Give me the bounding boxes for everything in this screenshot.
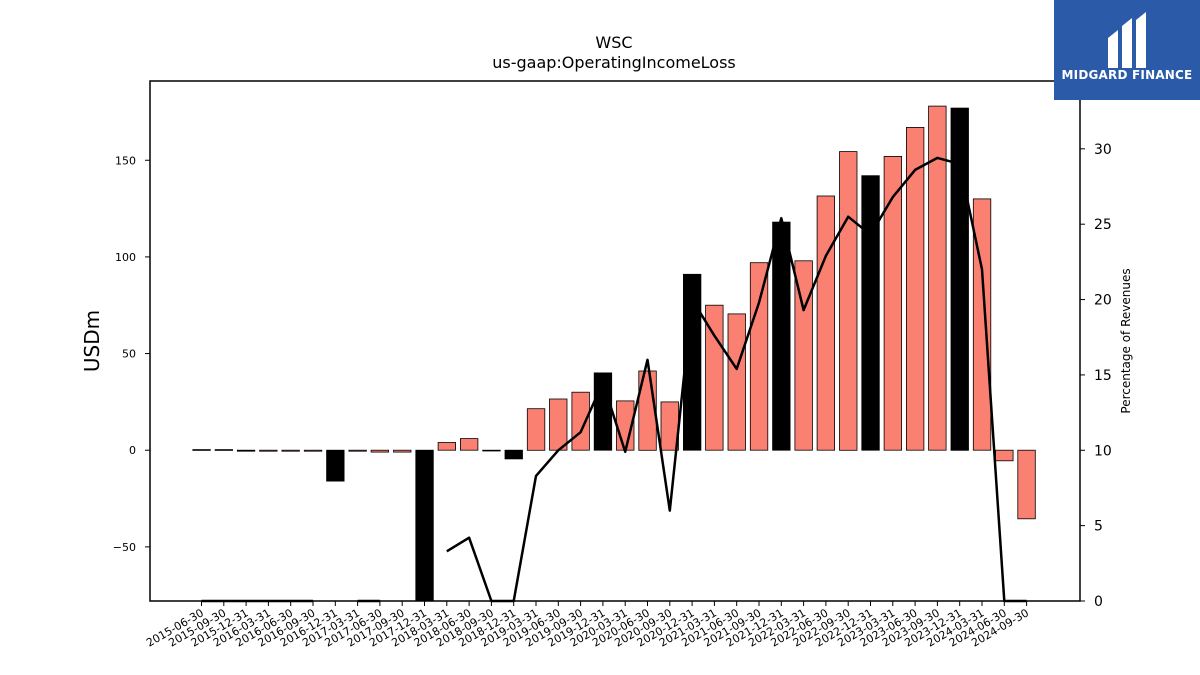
bar-2019-03-31 xyxy=(526,408,546,451)
y2-tick-label-0: 0 xyxy=(1094,594,1103,610)
y-tick-label-100: 100 xyxy=(115,251,136,264)
bars-layer xyxy=(192,105,1036,602)
bar-2020-12-31 xyxy=(683,273,702,451)
bar-2021-06-30 xyxy=(727,313,746,451)
y-axis-right: 0 5 10 15 20 25 30 xyxy=(1080,142,1112,610)
y2-tick-label-25: 25 xyxy=(1094,217,1112,233)
chart-subtitle: us-gaap:OperatingIncomeLoss xyxy=(492,53,736,72)
bar-2017-06-30 xyxy=(370,449,390,453)
bar-2024-03-31 xyxy=(972,198,992,451)
y-tick-label-0: 0 xyxy=(129,444,136,457)
chart-title: WSC xyxy=(595,33,632,52)
percentage-line-segment-2 xyxy=(446,156,1027,603)
y-tick-label--50: −50 xyxy=(113,541,136,554)
bar-2022-06-30 xyxy=(816,195,835,451)
bar-2023-06-30 xyxy=(906,127,925,451)
bar-2023-09-30 xyxy=(928,105,947,451)
bar-2022-12-31 xyxy=(861,175,880,451)
midgard-finance-logo: MIDGARD FINANCE xyxy=(1054,0,1200,100)
y2-tick-label-30: 30 xyxy=(1094,142,1112,158)
bar-2015-06-30 xyxy=(192,449,211,451)
bar-2016-12-31 xyxy=(326,449,345,482)
bar-2022-09-30 xyxy=(839,151,858,451)
logo-text: MIDGARD FINANCE xyxy=(1061,68,1193,82)
bar-2017-09-30 xyxy=(393,449,412,453)
bar-2019-06-30 xyxy=(549,398,568,451)
y-tick-label-50: 50 xyxy=(122,348,136,361)
midgard-logo-icon xyxy=(1108,12,1146,68)
line-layer xyxy=(201,156,1027,603)
bar-2015-12-31 xyxy=(236,449,256,452)
bar-2023-03-31 xyxy=(883,155,902,451)
bar-2016-06-30 xyxy=(281,449,300,452)
bar-2017-12-31 xyxy=(415,449,434,602)
y2-tick-label-10: 10 xyxy=(1094,443,1112,459)
y-axis-label: USDm xyxy=(80,310,104,372)
bar-2015-09-30 xyxy=(214,449,234,451)
bar-2021-12-31 xyxy=(772,221,791,451)
y-axis-left: −50 0 50 100 150 xyxy=(113,154,150,554)
bar-2016-09-30 xyxy=(303,449,323,452)
bar-2021-09-30 xyxy=(749,262,769,451)
bar-2018-12-31 xyxy=(504,449,523,460)
bar-2017-03-31 xyxy=(348,449,367,452)
bar-2018-06-30 xyxy=(459,438,479,451)
bar-2022-03-31 xyxy=(794,260,813,451)
bar-2024-06-30 xyxy=(995,449,1014,462)
bar-2018-09-30 xyxy=(482,449,501,452)
y2-tick-label-15: 15 xyxy=(1094,368,1112,384)
bar-2024-09-30 xyxy=(1017,449,1036,520)
plot-frame xyxy=(149,80,1081,602)
bar-2023-12-31 xyxy=(950,107,969,451)
bar-2016-03-31 xyxy=(259,449,278,452)
bar-2018-03-31 xyxy=(437,442,457,451)
y2-tick-label-5: 5 xyxy=(1094,519,1103,535)
y2-tick-label-20: 20 xyxy=(1094,293,1112,309)
x-axis: 2015-06-302015-09-302015-12-312016-03-31… xyxy=(144,601,1031,650)
y-tick-label-150: 150 xyxy=(115,154,136,167)
y2-axis-label: Percentage of Revenues xyxy=(1119,268,1133,413)
